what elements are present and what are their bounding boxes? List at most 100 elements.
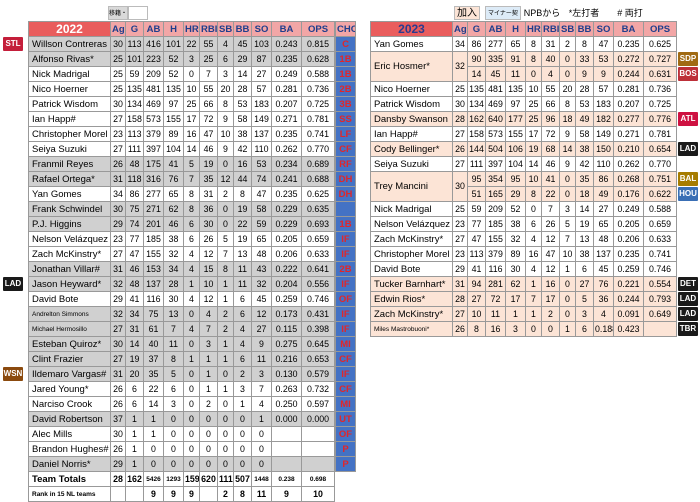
stat-cell: 0 <box>525 66 542 82</box>
player-name: Tucker Barnhart* <box>370 276 453 292</box>
stat-cell: 573 <box>485 126 506 142</box>
stat-cell: 10 <box>525 171 542 187</box>
stat-cell: 0.579 <box>301 366 335 382</box>
stat-cell: 52 <box>505 201 526 217</box>
stat-cell: 1 <box>125 411 144 427</box>
stat-cell: 0 <box>217 216 234 232</box>
position-badge: OF <box>335 291 356 307</box>
position-row: LF <box>335 126 356 142</box>
stat-cell: 35 <box>199 171 218 187</box>
stat-cell: 0.554 <box>643 276 677 292</box>
stat-cell: 4 <box>593 306 614 322</box>
stat-cell: 0.727 <box>643 51 677 67</box>
team-badge-lad: LAD <box>678 292 698 306</box>
stat-cell: 11 <box>505 66 526 82</box>
stat-cell: 47 <box>541 246 560 262</box>
stat-cell: 6 <box>575 261 594 277</box>
rank-cell <box>199 486 218 502</box>
position-badge: DH <box>335 186 356 202</box>
stat-cell: 0.770 <box>643 156 677 172</box>
table-row: Patrick Wisdom 30 134 469 97 25 66 8 53 183 0.207 0… <box>370 96 677 112</box>
player-name: Michael Hermosillo <box>28 321 111 337</box>
position-badge: IF <box>335 306 356 322</box>
stat-cell: 20 <box>559 81 576 97</box>
rank-cell: 8 <box>233 486 252 502</box>
stat-cell: 116 <box>485 261 506 277</box>
stat-cell: 0.281 <box>271 81 302 97</box>
legend-from-npb: NPBから <box>523 6 561 20</box>
stat-cell: 65 <box>505 36 526 52</box>
stat-cell: 0 <box>199 441 218 457</box>
stat-cell: 10 <box>559 246 576 262</box>
stat-cell: 0.221 <box>613 276 644 292</box>
table-row: Zach McKinstry* 27 47 155 32 4 12 7 13 48 0.206 0.6… <box>28 246 335 262</box>
stat-cell: 30 <box>110 336 126 352</box>
column-header: HR <box>525 21 542 37</box>
position-row: DH <box>335 186 356 202</box>
stat-cell: 183 <box>251 96 272 112</box>
stat-cell: 0.235 <box>613 246 644 262</box>
stat-cell: 17 <box>541 291 560 307</box>
stat-cell: 96 <box>541 111 560 127</box>
player-name: Seiya Suzuki <box>370 156 453 172</box>
stat-cell: 0.641 <box>301 261 335 277</box>
stat-cell: 19 <box>125 351 144 367</box>
stat-cell: 0.206 <box>271 246 302 262</box>
stat-cell: 28 <box>163 276 184 292</box>
table-row: Esteban Quiroz* 30 14 40 11 0 3 1 4 9 0.275 0.645 <box>28 336 335 352</box>
stat-cell: 89 <box>505 246 526 262</box>
stat-cell: 4 <box>251 396 272 412</box>
team-totals-row: Team Totals 28 162 5426 1293 159 620 111 507 1448… <box>28 471 335 487</box>
stat-cell: 1 <box>183 351 200 367</box>
stat-cell: 0.781 <box>643 126 677 142</box>
position-badge: UT <box>335 411 356 427</box>
stat-cell: 153 <box>143 261 164 277</box>
stat-cell: 8 <box>183 186 200 202</box>
stat-cell: 175 <box>143 156 164 172</box>
column-header: BA <box>271 21 302 37</box>
position-badge: IF <box>335 321 356 337</box>
legend-left-moved-2 <box>128 6 148 20</box>
stat-cell: 8 <box>233 186 252 202</box>
stat-cell: 158 <box>125 111 144 127</box>
stat-cell: 111 <box>467 156 486 172</box>
stat-cell: 59 <box>467 201 486 217</box>
stat-cell: 94 <box>467 276 486 292</box>
stat-cell: 58 <box>575 126 594 142</box>
stat-cell: 42 <box>233 141 252 157</box>
stat-cell: 0 <box>251 441 272 457</box>
column-header: G <box>125 21 144 37</box>
stat-cell: 7 <box>217 246 234 262</box>
table-row: Cody Bellinger* 26 144 504 106 19 68 14 38 150 0.2… <box>370 141 677 157</box>
stat-cell: 1 <box>199 381 218 397</box>
stat-cell: 8 <box>575 36 594 52</box>
stat-cell: 0 <box>233 441 252 457</box>
stat-cell: 0.633 <box>643 231 677 247</box>
team-badge-lad: LAD <box>3 277 23 291</box>
position-row: CF <box>335 141 356 157</box>
stat-cell: 13 <box>575 231 594 247</box>
stat-cell: 1 <box>217 291 234 307</box>
stat-cell: 0.649 <box>643 306 677 322</box>
player-name: Willson Contreras <box>28 36 111 52</box>
stat-cell: 41 <box>163 156 184 172</box>
total-cell: 0.238 <box>271 471 302 487</box>
stat-cell: 0 <box>183 396 200 412</box>
team-badge-hou: HOU <box>678 187 698 201</box>
stat-cell: 5 <box>217 231 234 247</box>
stat-cell: 0.216 <box>271 351 302 367</box>
team-badge-wsn: WSN <box>3 367 23 381</box>
stat-cell: 1 <box>233 396 252 412</box>
stat-cell: 11 <box>251 351 272 367</box>
stat-cell: 1 <box>559 261 576 277</box>
stat-cell: 0 <box>559 276 576 292</box>
stat-cell: 0.210 <box>613 141 644 157</box>
player-name: Esteban Quiroz* <box>28 336 111 352</box>
total-cell: 162 <box>125 471 144 487</box>
stat-cell: 26 <box>452 141 468 157</box>
stat-cell: 277 <box>485 36 506 52</box>
stat-cell: 0.725 <box>643 96 677 112</box>
stat-cell: 35 <box>575 171 594 187</box>
stat-cell: 0.271 <box>613 126 644 142</box>
table-row: Trey Mancini 30 95 354 95 10 41 0 35 86 0.268 0.751 <box>370 171 677 202</box>
